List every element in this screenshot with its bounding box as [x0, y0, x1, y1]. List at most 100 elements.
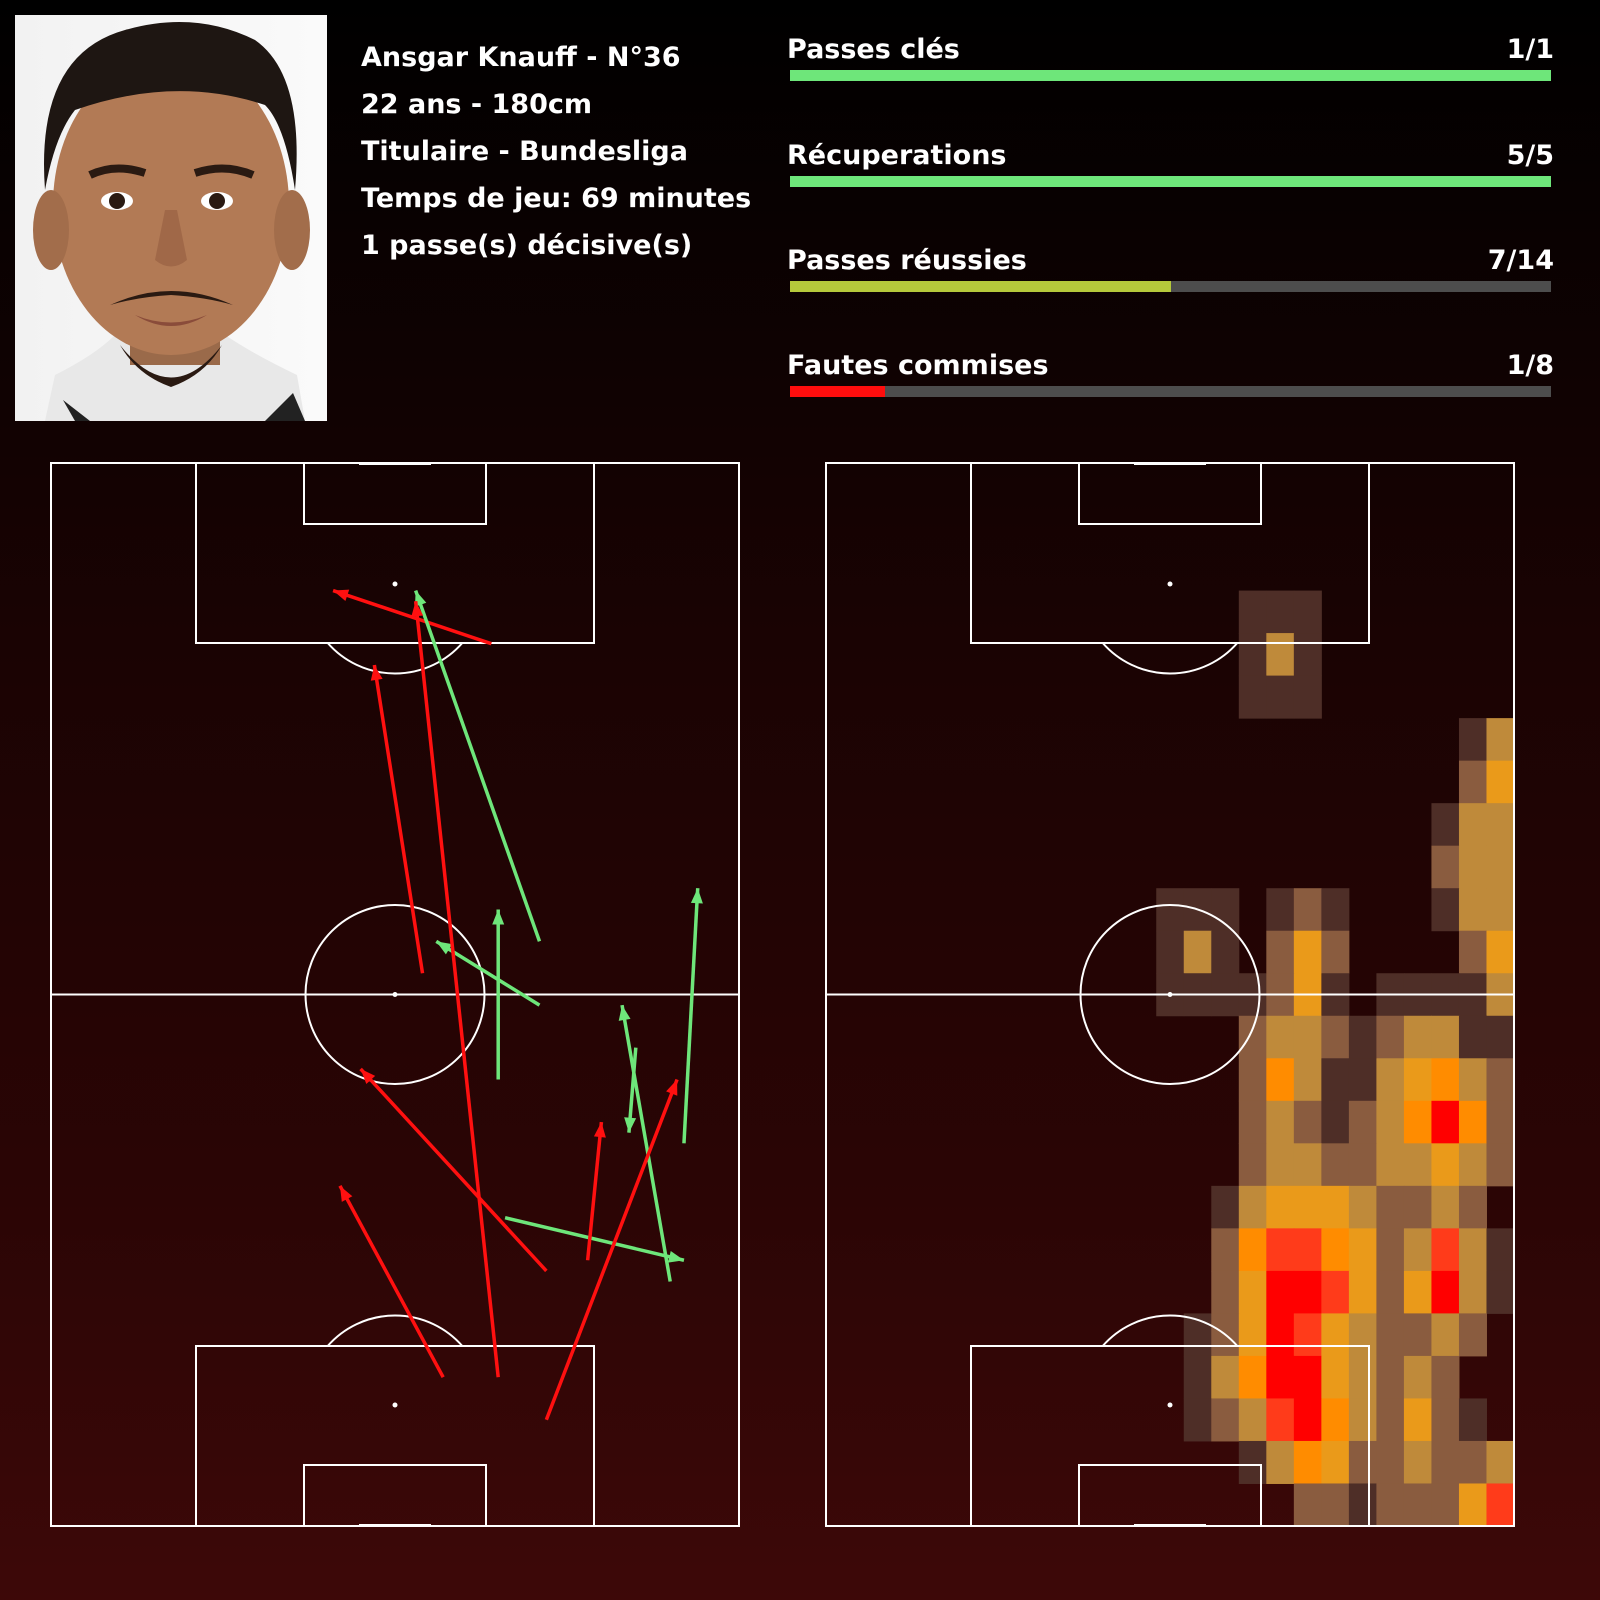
heatmap-cell: [1403, 1313, 1432, 1357]
heatmap-cell: [1403, 1440, 1432, 1484]
pass-arrow: [413, 601, 500, 1378]
heatmap-cell: [1211, 1185, 1240, 1229]
heatmap-cell: [1431, 1058, 1460, 1102]
heatmap-cell: [1431, 845, 1460, 889]
heatmap-cell: [1431, 1398, 1460, 1442]
heatmap-cell: [1486, 760, 1515, 804]
player-portrait-icon: [33, 22, 310, 421]
pass-arrowhead: [411, 601, 424, 617]
heatmap-cell: [1321, 1058, 1350, 1102]
heatmap-cell: [1403, 1185, 1432, 1229]
heatmap-cell: [1238, 590, 1267, 634]
heatmap-cell: [1321, 1483, 1350, 1527]
heatmap-cell: [1293, 888, 1322, 932]
heatmap-cell: [1211, 1398, 1240, 1442]
heatmap-cell: [1293, 1100, 1322, 1144]
heatmap-cell: [1458, 718, 1487, 762]
player-age-height: 22 ans - 180cm: [361, 89, 592, 120]
heatmap-cell: [1293, 590, 1322, 634]
centre-circle: [1079, 904, 1261, 1085]
six-yard-box: [1078, 1464, 1262, 1527]
heatmap-cell: [1266, 1015, 1295, 1059]
heatmap-cell: [1293, 1143, 1322, 1187]
heatmap-cell: [1431, 1228, 1460, 1272]
heatmap-cell: [1238, 1313, 1267, 1357]
heatmap-cell: [1403, 1015, 1432, 1059]
pass-map: [50, 462, 740, 1527]
heatmap-cell: [1266, 1313, 1295, 1357]
heatmap-cell: [1348, 1228, 1377, 1272]
heatmap-cell: [1293, 930, 1322, 974]
heatmap-cell: [1376, 1058, 1405, 1102]
pass-arrow: [504, 1216, 685, 1262]
stat-value: 5/5: [1506, 140, 1554, 171]
six-yard-box: [303, 1464, 487, 1527]
heatmap-svg: [825, 462, 1515, 1527]
heatmap-cell: [1211, 1355, 1240, 1399]
heatmap-cell: [1266, 1440, 1295, 1484]
heatmap-cell: [1486, 1483, 1515, 1527]
pass-arrowhead: [436, 941, 453, 955]
heatmap-cell: [1321, 1015, 1350, 1059]
heatmap-cell: [1348, 1143, 1377, 1187]
heatmap-cell: [1266, 590, 1295, 634]
stat-track: [790, 281, 1551, 292]
heatmap-cell: [1183, 1398, 1212, 1442]
heatmap-cell: [1458, 888, 1487, 932]
heatmap-cell: [1458, 1185, 1487, 1229]
heatmap-cell: [1403, 1100, 1432, 1144]
player-assists: 1 passe(s) décisive(s): [361, 230, 693, 261]
heatmap-cell: [1293, 675, 1322, 719]
heatmap-cell: [1293, 1440, 1322, 1484]
heatmap-cell: [1486, 803, 1515, 847]
stat-value: 1/8: [1506, 350, 1554, 381]
stat-track: [790, 176, 1551, 187]
heatmap-cell: [1376, 1355, 1405, 1399]
heatmap-cell: [1238, 1355, 1267, 1399]
heatmap-cell: [1293, 1483, 1322, 1527]
stat-fill: [790, 70, 1551, 81]
heatmap-cell: [1458, 1228, 1487, 1272]
pass-arrowhead: [593, 1122, 606, 1138]
heatmap-cell: [1238, 633, 1267, 677]
heatmap-cell: [1238, 1185, 1267, 1229]
heatmap-cell: [1458, 1440, 1487, 1484]
heatmap-cell: [1376, 1185, 1405, 1229]
heatmap-cell: [1266, 633, 1295, 677]
penalty-arc: [326, 1314, 464, 1347]
heatmap-cell: [1403, 1058, 1432, 1102]
heatmap-cell: [1183, 1355, 1212, 1399]
heatmap: [825, 462, 1515, 1527]
pass-arrow: [338, 1185, 445, 1379]
heatmap-cell: [1403, 1355, 1432, 1399]
heatmap-cell: [1156, 930, 1185, 974]
heatmap-cell: [1486, 1228, 1515, 1272]
heatmap-cell: [1211, 1228, 1240, 1272]
heatmap-cell: [1266, 1355, 1295, 1399]
heatmap-cell: [1376, 1270, 1405, 1314]
pass-arrow: [620, 1004, 672, 1282]
heatmap-cell: [1293, 1355, 1322, 1399]
six-yard-box: [1078, 462, 1262, 525]
heatmap-cell: [1376, 1228, 1405, 1272]
player-photo: [15, 15, 327, 421]
heatmap-cell: [1348, 1058, 1377, 1102]
heatmap-cell: [1348, 1100, 1377, 1144]
heatmap-cell: [1431, 1100, 1460, 1144]
heatmap-cell: [1348, 1355, 1377, 1399]
stat-fill: [790, 281, 1171, 292]
heatmap-cell: [1431, 1270, 1460, 1314]
pass-arrowhead: [624, 1117, 637, 1133]
penalty-arc: [1101, 1314, 1239, 1347]
heatmap-cell: [1486, 1143, 1515, 1187]
heatmap-cell: [1211, 930, 1240, 974]
pass-arrowhead: [360, 1068, 376, 1085]
pass-arrow: [544, 1078, 679, 1421]
heatmap-cell: [1266, 1270, 1295, 1314]
penalty-spot: [1167, 581, 1173, 587]
heatmap-cell: [1486, 888, 1515, 932]
heatmap-cell: [1458, 1058, 1487, 1102]
heatmap-cell: [1293, 633, 1322, 677]
heatmap-cell: [1321, 930, 1350, 974]
heatmap-cell: [1431, 803, 1460, 847]
